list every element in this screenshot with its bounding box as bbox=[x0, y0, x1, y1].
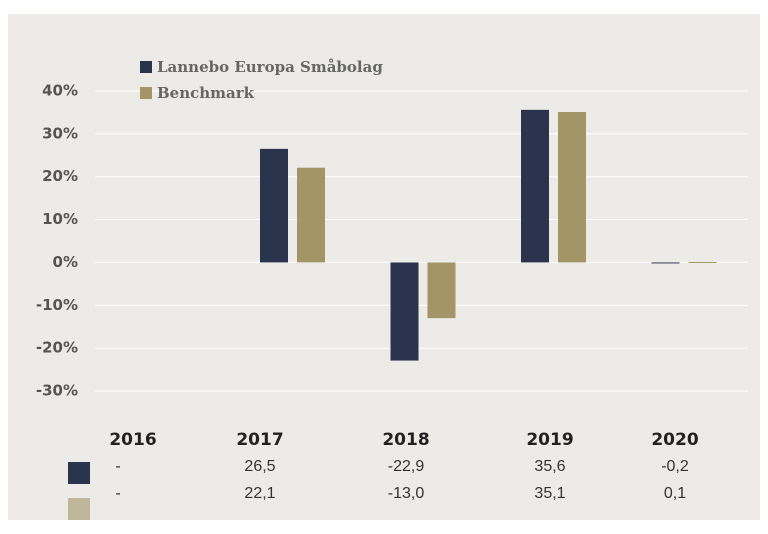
legend-swatch bbox=[140, 61, 152, 73]
category-label: 2019 bbox=[526, 430, 573, 450]
bar bbox=[688, 262, 717, 263]
table-value: -0,2 bbox=[661, 458, 689, 475]
table-value: 26,5 bbox=[244, 458, 275, 475]
bar bbox=[390, 262, 419, 361]
y-tick-label: 20% bbox=[42, 167, 78, 185]
bar bbox=[427, 262, 456, 319]
legend-label: Benchmark bbox=[157, 84, 255, 102]
bar bbox=[558, 112, 586, 263]
table-value: 35,6 bbox=[534, 458, 565, 475]
y-tick-label: -30% bbox=[36, 382, 78, 400]
y-tick-label: 30% bbox=[42, 124, 78, 142]
chart-background bbox=[8, 14, 760, 520]
category-label: 2020 bbox=[651, 430, 698, 450]
category-label: 2016 bbox=[109, 430, 156, 450]
table-value: - bbox=[115, 458, 120, 475]
category-label: 2018 bbox=[382, 430, 429, 450]
bar bbox=[651, 262, 680, 264]
legend-label: Lannebo Europa Småbolag bbox=[157, 58, 383, 76]
table-swatch bbox=[68, 462, 90, 484]
y-tick-label: -10% bbox=[36, 296, 78, 314]
bar bbox=[260, 148, 288, 263]
y-tick-label: -20% bbox=[36, 339, 78, 357]
legend-swatch bbox=[140, 87, 152, 99]
table-value: -13,0 bbox=[388, 485, 425, 502]
table-value: -22,9 bbox=[388, 458, 425, 475]
bar bbox=[297, 167, 325, 263]
category-label: 2017 bbox=[236, 430, 283, 450]
y-tick-label: 0% bbox=[53, 253, 78, 271]
y-tick-label: 40% bbox=[42, 82, 78, 100]
bar bbox=[521, 109, 549, 263]
table-value: 0,1 bbox=[664, 485, 686, 502]
y-tick-label: 10% bbox=[42, 210, 78, 228]
table-value: 35,1 bbox=[534, 485, 565, 502]
table-swatch bbox=[68, 498, 90, 520]
table-value: 22,1 bbox=[244, 485, 275, 502]
table-value: - bbox=[115, 485, 120, 502]
